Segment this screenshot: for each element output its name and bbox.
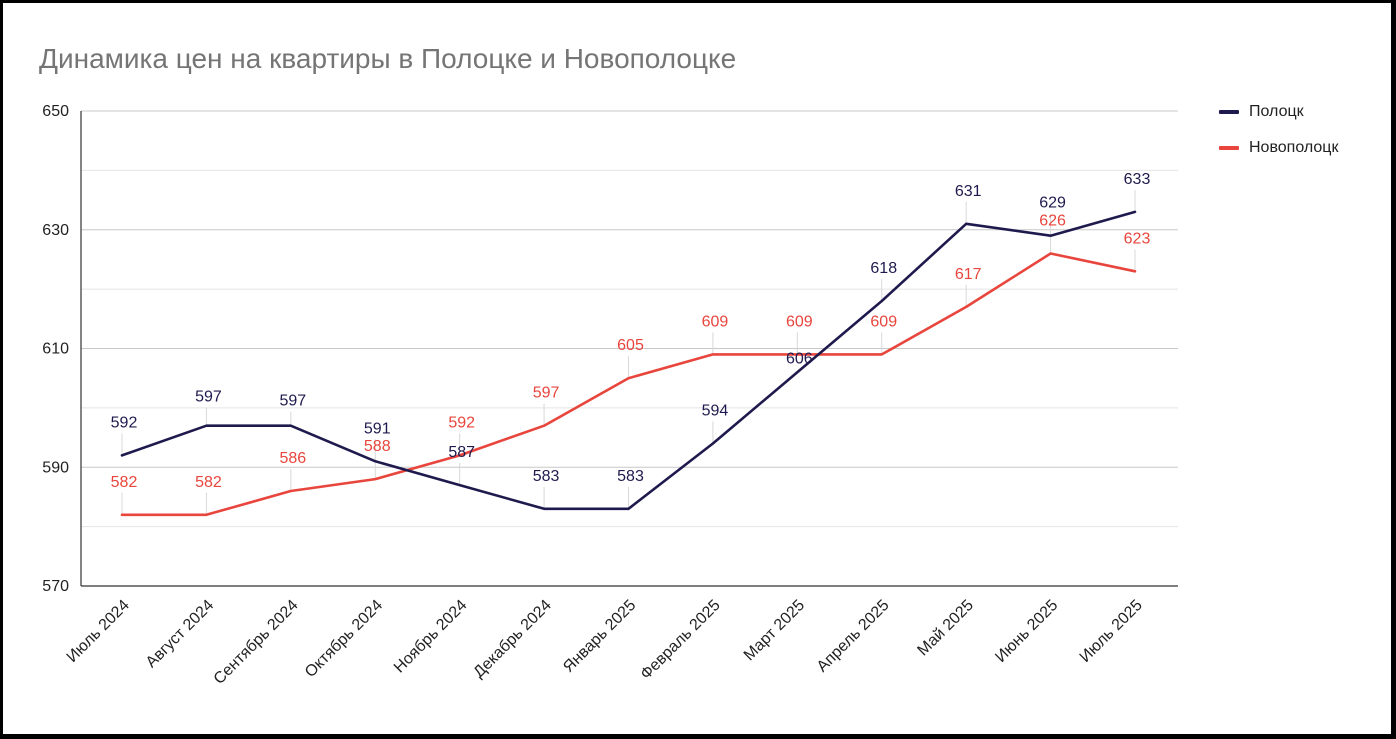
data-label-polotsk: 597	[279, 393, 306, 410]
data-label-polotsk: 633	[1124, 171, 1151, 188]
legend-item-novopolotsk[interactable]: Новополоцк	[1219, 137, 1338, 159]
series-line-novopolotsk	[120, 252, 1137, 517]
legend-item-polotsk[interactable]: Полоцк	[1219, 101, 1338, 123]
x-tick-label: Июль 2025	[1077, 597, 1146, 666]
x-tick-label: Октябрь 2024	[302, 597, 386, 681]
x-tick-label: Июль 2024	[64, 597, 133, 666]
axes	[80, 111, 1178, 587]
legend-label-polotsk: Полоцк	[1249, 103, 1304, 120]
x-tick-label: Ноябрь 2024	[391, 597, 471, 677]
y-tick-label: 630	[42, 222, 69, 239]
data-label-novopolotsk: 609	[786, 313, 813, 330]
series-line-polotsk	[120, 210, 1137, 511]
data-label-polotsk: 631	[955, 183, 982, 200]
data-label-novopolotsk: 626	[1039, 213, 1066, 230]
data-label-polotsk: 587	[448, 444, 475, 461]
x-tick-label: Май 2025	[914, 597, 977, 660]
legend-swatch-polotsk	[1219, 110, 1239, 114]
data-label-novopolotsk: 617	[955, 266, 982, 283]
data-label-novopolotsk: 586	[279, 450, 306, 467]
y-tick-label: 590	[42, 459, 69, 476]
data-label-polotsk: 606	[786, 350, 813, 367]
data-label-novopolotsk: 588	[364, 438, 391, 455]
data-labels: 592 597 597 591 587 583 583 594 606 618 631 629 633 5…	[111, 171, 1151, 491]
legend-label-novopolotsk: Новополоцк	[1249, 139, 1339, 156]
legend-swatch-novopolotsk	[1219, 146, 1239, 150]
x-tick-label: Январь 2025	[560, 597, 639, 676]
label-leaders	[121, 189, 1136, 515]
x-tick-label: Август 2024	[143, 597, 217, 671]
data-label-novopolotsk: 597	[533, 385, 560, 402]
x-tick-label: Февраль 2025	[637, 597, 723, 683]
y-tick-label: 650	[42, 103, 69, 120]
data-label-polotsk: 592	[111, 414, 138, 431]
data-label-novopolotsk: 609	[870, 313, 897, 330]
grid-lines	[81, 110, 1178, 528]
data-label-polotsk: 594	[702, 403, 729, 420]
chart-frame: Динамика цен на квартиры в Полоцке и Нов…	[3, 3, 1391, 734]
series-lines	[120, 210, 1137, 517]
legend: Полоцк Новополоцк	[1219, 101, 1338, 173]
x-tick-label: Декабрь 2024	[470, 597, 555, 682]
data-label-novopolotsk: 582	[195, 474, 222, 491]
data-label-novopolotsk: 605	[617, 337, 644, 354]
line-chart: 570 590 610 630 650 Июль 2024 Август 2024Сент…	[42, 103, 1178, 688]
data-label-novopolotsk: 582	[111, 474, 138, 491]
data-label-polotsk: 629	[1039, 195, 1066, 212]
data-label-polotsk: 597	[195, 389, 222, 406]
y-axis-ticks: 570 590 610 630 650	[42, 103, 69, 595]
data-label-novopolotsk: 609	[702, 313, 729, 330]
data-label-polotsk: 583	[533, 468, 560, 485]
data-label-polotsk: 583	[617, 468, 644, 485]
x-tick-label: Апрель 2025	[814, 597, 893, 676]
data-label-polotsk: 618	[870, 260, 897, 277]
x-tick-label: Июнь 2025	[992, 597, 1061, 666]
data-label-novopolotsk: 623	[1124, 230, 1151, 247]
chart-title: Динамика цен на квартиры в Полоцке и Нов…	[39, 43, 737, 74]
x-tick-label: Март 2025	[741, 597, 808, 664]
y-tick-label: 610	[42, 341, 69, 358]
data-label-polotsk: 591	[364, 420, 391, 437]
y-tick-label: 570	[42, 578, 69, 595]
data-label-novopolotsk: 592	[448, 414, 475, 431]
x-tick-label: Сентябрь 2024	[211, 597, 302, 688]
